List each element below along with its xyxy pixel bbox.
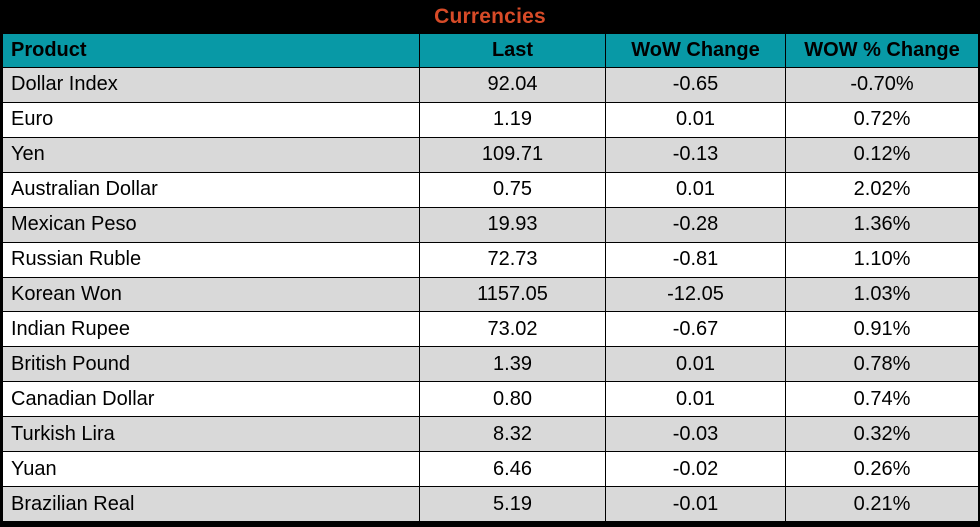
table-row: British Pound 1.39 0.01 0.78% — [2, 346, 979, 383]
cell-last: 1157.05 — [419, 276, 606, 313]
cell-product: Yuan — [2, 451, 420, 488]
cell-product: Mexican Peso — [2, 206, 420, 243]
cell-wow-change: -0.81 — [605, 241, 786, 278]
table-row: Yuan 6.46 -0.02 0.26% — [2, 451, 979, 488]
table-row: Brazilian Real 5.19 -0.01 0.21% — [2, 486, 979, 522]
cell-wow-pct-change: 0.12% — [785, 136, 979, 173]
column-header-last: Last — [419, 33, 606, 68]
cell-last: 1.39 — [419, 346, 606, 383]
cell-last: 8.32 — [419, 416, 606, 453]
cell-wow-change: -0.67 — [605, 311, 786, 348]
cell-product: British Pound — [2, 346, 420, 383]
table-row: Australian Dollar 0.75 0.01 2.02% — [2, 171, 979, 208]
cell-last: 0.75 — [419, 171, 606, 208]
cell-wow-pct-change: 0.78% — [785, 346, 979, 383]
cell-wow-pct-change: 1.36% — [785, 206, 979, 243]
cell-wow-change: -0.13 — [605, 136, 786, 173]
table-title: Currencies — [434, 4, 546, 28]
currencies-table: Product Last WoW Change WOW % Change Dol… — [2, 33, 979, 522]
cell-wow-change: 0.01 — [605, 381, 786, 418]
table-row: Yen 109.71 -0.13 0.12% — [2, 136, 979, 173]
cell-last: 6.46 — [419, 451, 606, 488]
cell-last: 92.04 — [419, 67, 606, 103]
cell-last: 109.71 — [419, 136, 606, 173]
cell-last: 1.19 — [419, 101, 606, 138]
cell-wow-pct-change: 0.74% — [785, 381, 979, 418]
cell-wow-pct-change: 0.72% — [785, 101, 979, 138]
cell-wow-pct-change: 0.32% — [785, 416, 979, 453]
table-row: Canadian Dollar 0.80 0.01 0.74% — [2, 381, 979, 418]
cell-wow-change: -0.01 — [605, 486, 786, 522]
column-header-wow-pct-change: WOW % Change — [785, 33, 979, 68]
table-row: Korean Won 1157.05 -12.05 1.03% — [2, 276, 979, 313]
table-row: Mexican Peso 19.93 -0.28 1.36% — [2, 206, 979, 243]
cell-product: Russian Ruble — [2, 241, 420, 278]
table-row: Euro 1.19 0.01 0.72% — [2, 101, 979, 138]
cell-product: Brazilian Real — [2, 486, 420, 522]
table-row: Indian Rupee 73.02 -0.67 0.91% — [2, 311, 979, 348]
cell-last: 0.80 — [419, 381, 606, 418]
cell-wow-pct-change: 0.91% — [785, 311, 979, 348]
cell-product: Dollar Index — [2, 67, 420, 103]
table-row: Turkish Lira 8.32 -0.03 0.32% — [2, 416, 979, 453]
cell-product: Turkish Lira — [2, 416, 420, 453]
cell-product: Australian Dollar — [2, 171, 420, 208]
cell-wow-change: -12.05 — [605, 276, 786, 313]
table-title-bar: Currencies — [2, 0, 978, 33]
cell-wow-change: 0.01 — [605, 101, 786, 138]
column-header-product: Product — [2, 33, 420, 68]
cell-wow-change: 0.01 — [605, 171, 786, 208]
cell-wow-pct-change: 0.26% — [785, 451, 979, 488]
column-header-wow-change: WoW Change — [605, 33, 786, 68]
table-row: Russian Ruble 72.73 -0.81 1.10% — [2, 241, 979, 278]
cell-last: 73.02 — [419, 311, 606, 348]
cell-wow-change: -0.03 — [605, 416, 786, 453]
cell-wow-change: 0.01 — [605, 346, 786, 383]
cell-last: 5.19 — [419, 486, 606, 522]
cell-product: Yen — [2, 136, 420, 173]
cell-wow-pct-change: 0.21% — [785, 486, 979, 522]
cell-wow-pct-change: 1.10% — [785, 241, 979, 278]
cell-product: Indian Rupee — [2, 311, 420, 348]
cell-product: Euro — [2, 101, 420, 138]
header-row: Product Last WoW Change WOW % Change — [2, 33, 979, 68]
cell-last: 72.73 — [419, 241, 606, 278]
cell-wow-pct-change: 2.02% — [785, 171, 979, 208]
cell-product: Korean Won — [2, 276, 420, 313]
cell-wow-pct-change: -0.70% — [785, 67, 979, 103]
cell-wow-change: -0.02 — [605, 451, 786, 488]
table-row: Dollar Index 92.04 -0.65 -0.70% — [2, 67, 979, 103]
table-body: Dollar Index 92.04 -0.65 -0.70% Euro 1.1… — [2, 67, 979, 522]
cell-wow-change: -0.65 — [605, 67, 786, 103]
cell-last: 19.93 — [419, 206, 606, 243]
cell-product: Canadian Dollar — [2, 381, 420, 418]
cell-wow-change: -0.28 — [605, 206, 786, 243]
cell-wow-pct-change: 1.03% — [785, 276, 979, 313]
